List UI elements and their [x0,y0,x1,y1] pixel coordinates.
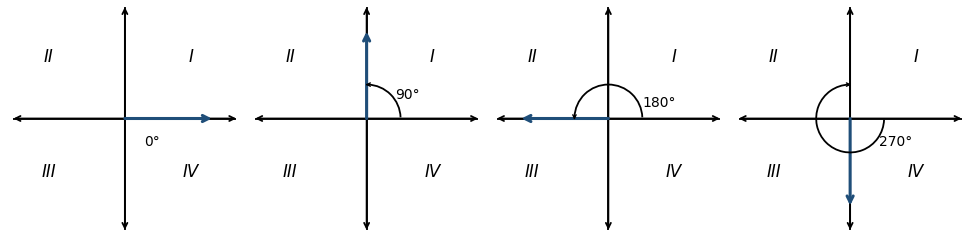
Text: III: III [41,163,56,181]
Text: II: II [44,48,54,66]
Text: I: I [672,48,677,66]
Text: I: I [914,48,918,66]
Text: II: II [527,48,537,66]
Text: I: I [188,48,193,66]
Text: IV: IV [182,163,199,181]
Text: III: III [766,163,781,181]
Text: I: I [430,48,435,66]
Text: 270°: 270° [878,135,912,149]
Text: II: II [769,48,779,66]
Text: III: III [525,163,539,181]
Text: III: III [283,163,297,181]
Text: 0°: 0° [144,135,160,149]
Text: IV: IV [424,163,441,181]
Text: IV: IV [666,163,682,181]
Text: IV: IV [908,163,924,181]
Text: 180°: 180° [643,96,676,109]
Text: II: II [286,48,295,66]
Text: 90°: 90° [395,88,420,102]
